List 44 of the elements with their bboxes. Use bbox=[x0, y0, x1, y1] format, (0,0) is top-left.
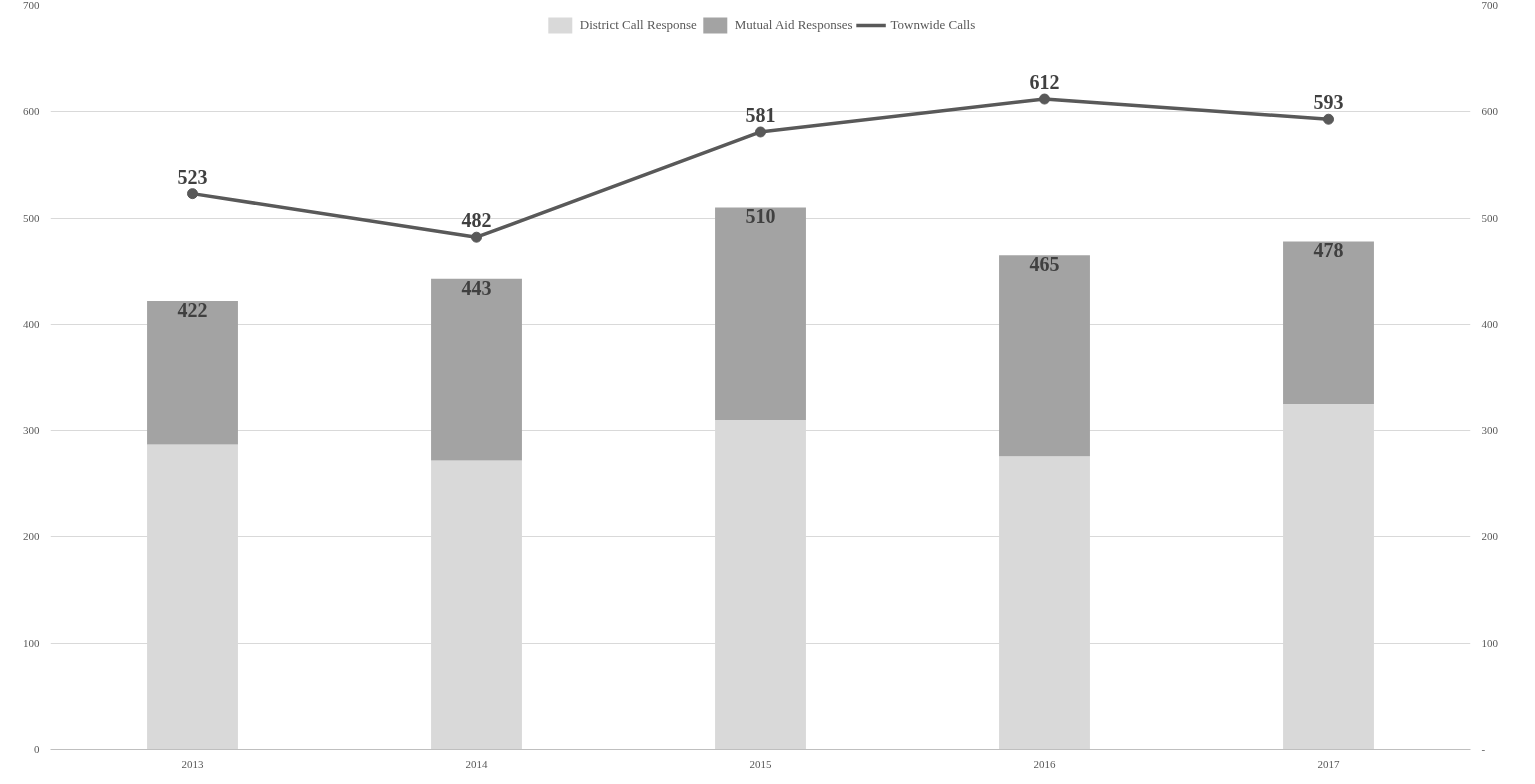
y2-tick-label: 400 bbox=[1481, 317, 1499, 330]
y-tick-label: 400 bbox=[23, 317, 40, 330]
y2-tick-label: 200 bbox=[1481, 530, 1499, 543]
legend-label: District Call Response bbox=[579, 17, 697, 33]
bar bbox=[999, 255, 1090, 457]
y2-tick-label: - bbox=[1481, 743, 1486, 755]
y-tick-label: 0 bbox=[34, 743, 40, 755]
y-tick-label: 300 bbox=[23, 424, 40, 437]
y2-tick-label: 500 bbox=[1481, 211, 1499, 224]
x-tick-label: 2016 bbox=[1033, 757, 1056, 770]
data-label: 482 bbox=[461, 209, 492, 232]
total-label: 465 bbox=[1029, 253, 1060, 276]
data-label: 581 bbox=[745, 103, 776, 126]
y-tick-label: 200 bbox=[23, 530, 40, 543]
x-tick-label: 2014 bbox=[465, 757, 488, 770]
data-label: 593 bbox=[1313, 91, 1344, 114]
y2-tick-label: 300 bbox=[1481, 424, 1499, 437]
point bbox=[1039, 93, 1050, 105]
x-tick-label: 2013 bbox=[181, 757, 204, 770]
y-tick-label: 700 bbox=[23, 0, 40, 11]
legend-label: Townwide Calls bbox=[890, 17, 976, 33]
data-label: 523 bbox=[177, 165, 208, 188]
bar bbox=[431, 278, 522, 461]
y-tick-label: 100 bbox=[23, 636, 40, 649]
y-tick-label: 600 bbox=[23, 105, 40, 118]
y-tick-label: 500 bbox=[23, 211, 40, 224]
total-label: 443 bbox=[461, 276, 492, 299]
point bbox=[471, 231, 482, 243]
y2-tick-label: 600 bbox=[1481, 105, 1499, 118]
y2-tick-label: 100 bbox=[1481, 636, 1499, 649]
point bbox=[755, 126, 766, 138]
bar bbox=[147, 300, 238, 445]
bar bbox=[1283, 241, 1374, 405]
point bbox=[187, 188, 198, 200]
data-label: 612 bbox=[1029, 71, 1060, 94]
bar bbox=[715, 207, 806, 421]
total-label: 510 bbox=[745, 205, 776, 228]
legend-label: Mutual Aid Responses bbox=[734, 17, 853, 33]
y2-tick-label: 700 bbox=[1481, 0, 1499, 11]
x-tick-label: 2017 bbox=[1317, 757, 1340, 770]
total-label: 478 bbox=[1313, 239, 1344, 262]
point bbox=[1323, 113, 1334, 125]
x-tick-label: 2015 bbox=[749, 757, 772, 770]
total-label: 422 bbox=[177, 298, 208, 321]
